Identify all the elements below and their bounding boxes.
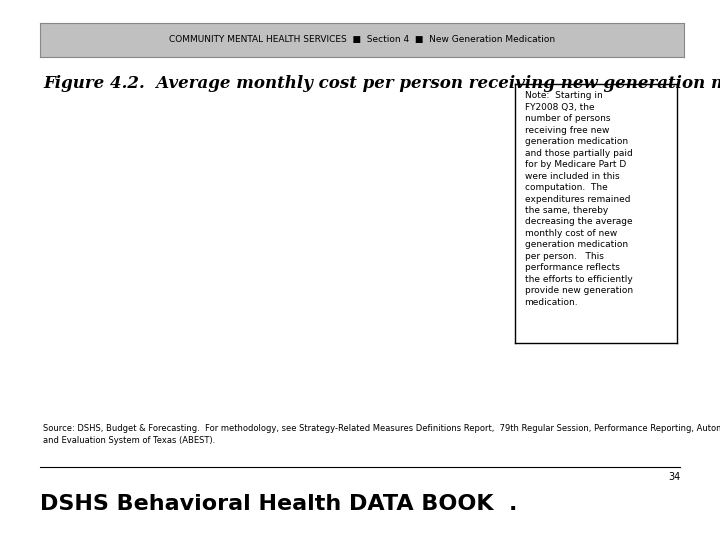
Text: Note:  Starting in
FY2008 Q3, the
number of persons
receiving free new
generatio: Note: Starting in FY2008 Q3, the number … bbox=[524, 91, 633, 307]
Text: Source: DSHS, Budget & Forecasting.  For methodology, see Strategy-Related Measu: Source: DSHS, Budget & Forecasting. For … bbox=[43, 424, 720, 445]
Text: 34: 34 bbox=[668, 472, 680, 483]
Text: Figure 4.2.  Average monthly cost per person receiving new generation medication: Figure 4.2. Average monthly cost per per… bbox=[43, 75, 720, 92]
Text: COMMUNITY MENTAL HEALTH SERVICES  ■  Section 4  ■  New Generation Medication: COMMUNITY MENTAL HEALTH SERVICES ■ Secti… bbox=[168, 36, 555, 44]
Text: DSHS Behavioral Health DATA BOOK  .: DSHS Behavioral Health DATA BOOK . bbox=[40, 494, 517, 514]
